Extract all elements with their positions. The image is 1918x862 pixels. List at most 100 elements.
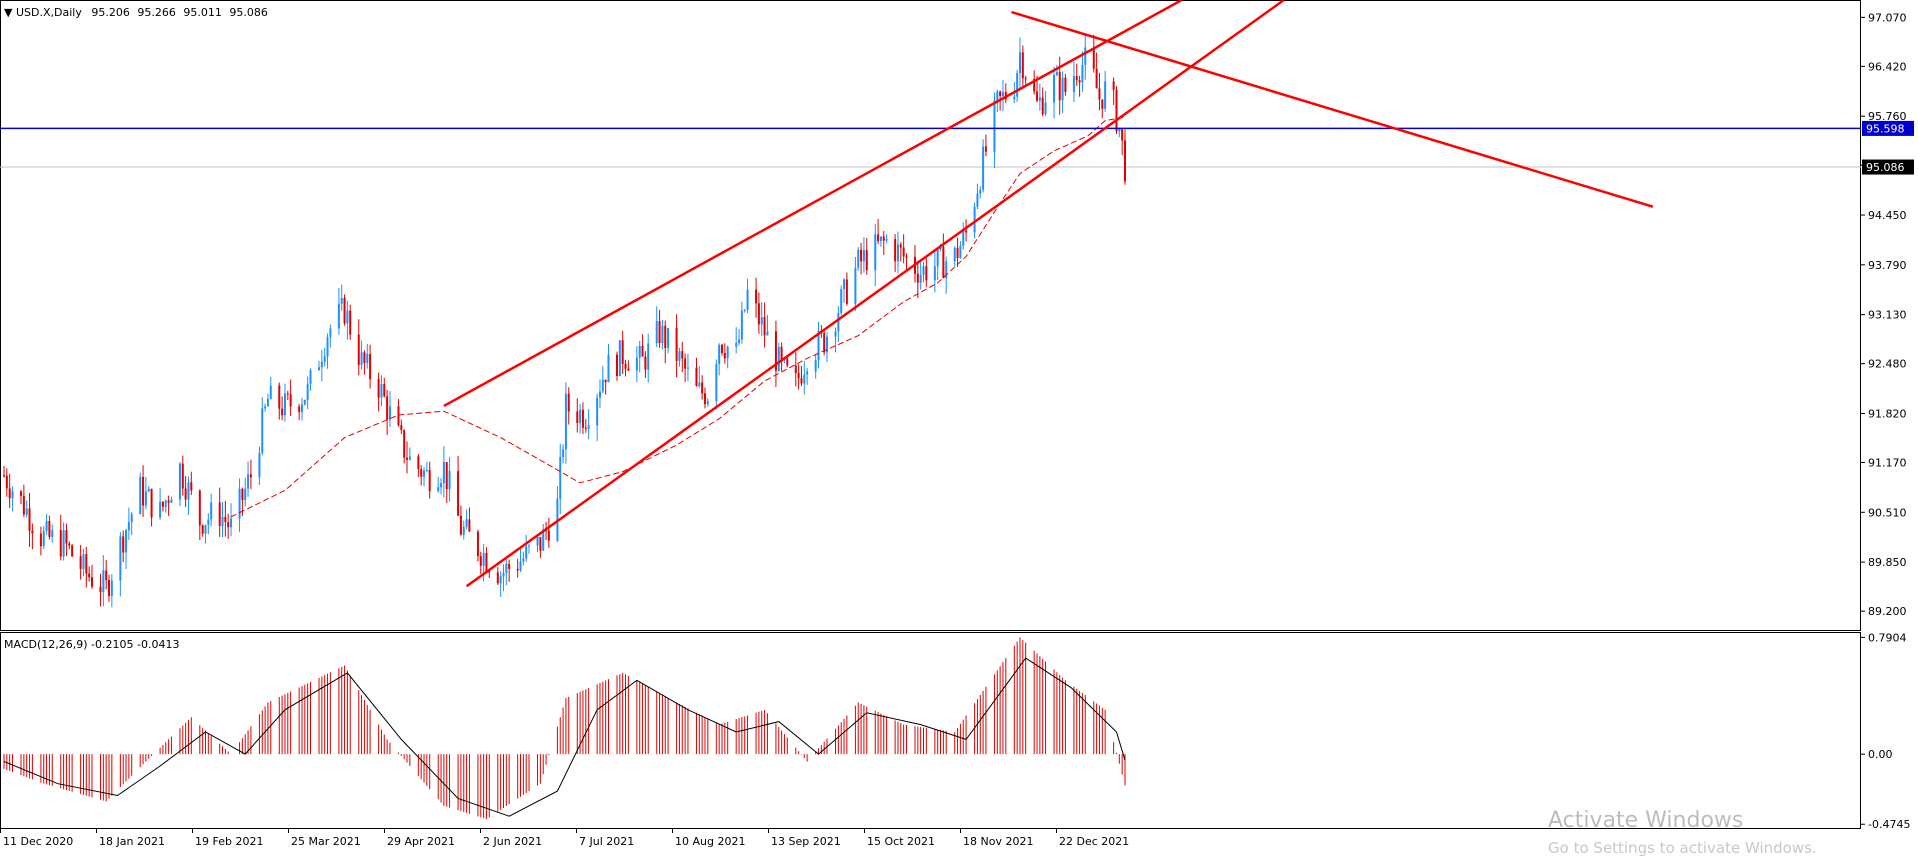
trendline-channel_upper[interactable] — [443, 0, 1183, 408]
candle — [874, 223, 877, 287]
candle — [641, 334, 644, 357]
candle — [837, 306, 840, 343]
candle — [1075, 63, 1078, 86]
candle — [303, 399, 306, 406]
candle — [766, 315, 769, 336]
candle — [337, 288, 340, 335]
time-tick-label: 7 Jul 2021 — [579, 835, 634, 848]
candle — [264, 403, 267, 412]
candle — [102, 555, 105, 607]
candle — [403, 429, 406, 464]
candle — [340, 284, 343, 311]
candle — [984, 134, 987, 157]
candle — [596, 393, 599, 442]
candle — [187, 476, 190, 516]
candle — [320, 349, 323, 382]
candle — [62, 522, 65, 561]
candle — [329, 324, 332, 348]
candle — [25, 500, 28, 518]
trendline-channel_lower[interactable] — [465, 0, 1285, 588]
price-tick-label: 94.450 — [1868, 209, 1907, 222]
time-axis: 11 Dec 2020 18 Jan 2021 19 Feb 2021 25 Mar … — [0, 828, 1129, 848]
candle — [349, 304, 352, 340]
candle — [735, 327, 738, 354]
candle — [843, 278, 846, 303]
candle — [777, 342, 780, 372]
candle — [695, 357, 698, 387]
candle — [567, 387, 570, 425]
macd-panel-frame — [0, 632, 1861, 829]
candle — [956, 237, 959, 268]
candle — [905, 253, 908, 271]
candle — [860, 242, 863, 275]
candle — [806, 368, 809, 385]
candle — [5, 468, 8, 497]
candle — [59, 514, 62, 561]
candle — [760, 302, 763, 337]
candle — [144, 477, 147, 510]
price-tick-label: 97.070 — [1868, 11, 1907, 24]
price-tick-label: 92.480 — [1868, 358, 1907, 371]
candle — [505, 557, 508, 586]
candle — [65, 523, 68, 557]
candle — [357, 319, 360, 376]
price-tick-label: 91.820 — [1868, 407, 1907, 420]
candle — [1038, 83, 1041, 111]
trendlines[interactable] — [443, 0, 1654, 588]
candle — [499, 571, 502, 597]
candle — [703, 387, 706, 409]
macd-panel[interactable] — [3, 637, 1126, 820]
candle — [147, 486, 150, 493]
candle — [919, 261, 922, 290]
candle — [269, 376, 272, 400]
candle — [723, 343, 726, 364]
candle — [227, 513, 230, 539]
candle — [743, 308, 746, 313]
candle — [1084, 33, 1087, 80]
candle — [369, 344, 372, 389]
candle — [780, 342, 783, 372]
candle — [300, 397, 303, 421]
candle — [1101, 99, 1104, 119]
candle — [803, 361, 806, 395]
candle — [528, 543, 531, 554]
candle — [698, 366, 701, 388]
candles — [3, 33, 1126, 608]
candle — [508, 559, 511, 582]
candle — [388, 391, 391, 428]
price-tick-label: 93.130 — [1868, 309, 1907, 322]
header-symbol: USD.X,Daily — [16, 6, 82, 19]
candle — [130, 512, 133, 536]
price-panel[interactable] — [0, 0, 1861, 608]
candle — [678, 347, 681, 367]
candle — [800, 366, 803, 387]
candle — [962, 222, 965, 250]
candle — [922, 261, 925, 283]
candle — [601, 365, 604, 394]
candle — [726, 345, 729, 369]
trendline-down_trendline[interactable] — [1011, 10, 1654, 208]
candle — [882, 230, 885, 255]
candle — [181, 455, 184, 496]
candle — [664, 320, 667, 364]
candle — [877, 218, 880, 245]
candle — [757, 292, 760, 334]
candle — [562, 444, 565, 464]
candle — [1112, 77, 1115, 105]
macd-signal-line — [3, 657, 1126, 817]
candle — [916, 260, 919, 299]
candle — [230, 503, 233, 537]
candle — [896, 231, 899, 274]
candle — [150, 488, 153, 527]
candle — [8, 473, 11, 509]
candle — [261, 397, 264, 456]
candle — [936, 248, 939, 281]
current-price-label: 95.086 — [1862, 159, 1914, 175]
candle — [598, 379, 601, 409]
macd-tick-label: 0.7904 — [1868, 631, 1907, 644]
blue-level-label: 95.598 — [1862, 120, 1914, 136]
macd-title: MACD(12,26,9) -0.2105 -0.0413 — [4, 638, 179, 651]
candle — [485, 547, 488, 573]
candle — [576, 398, 579, 433]
